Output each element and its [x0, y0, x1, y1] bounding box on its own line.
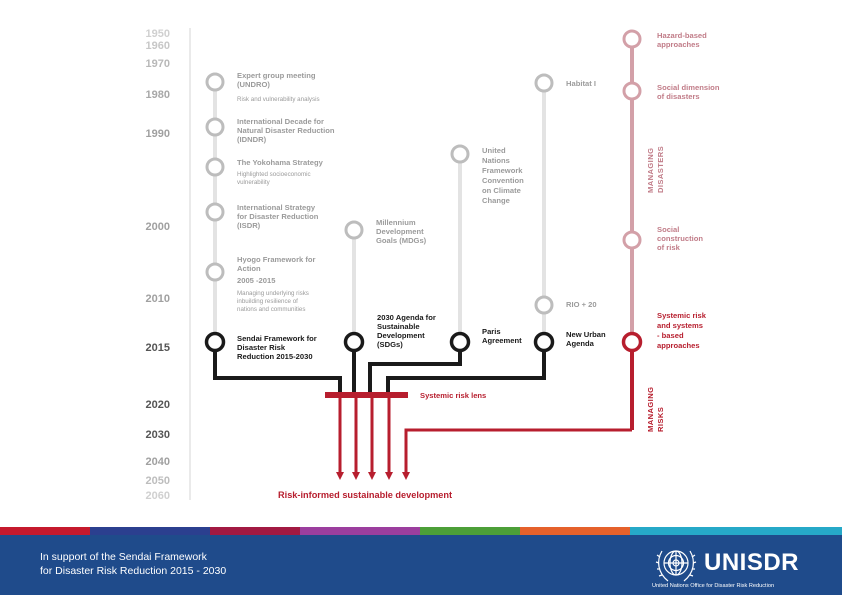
- social-con-node: [622, 230, 642, 250]
- year-2000: 2000: [146, 221, 170, 233]
- isdr-title: International Strategy for Disaster Reduc…: [237, 203, 319, 230]
- connector-lines: [213, 349, 546, 392]
- year-2060: 2060: [146, 490, 170, 502]
- systemic-risk-lens-label: Systemic risk lens: [420, 391, 486, 400]
- stripe-segment: [210, 527, 300, 535]
- org-name: UNISDR: [704, 549, 800, 576]
- paris-title: Paris Agreement: [482, 327, 522, 345]
- managing-risks-label: MANAGINGRISKS: [646, 387, 665, 432]
- tagline-line-1: In support of the Sendai Framework: [40, 551, 207, 563]
- sendai-node: [204, 331, 226, 353]
- footer: In support of the Sendai Framework for D…: [0, 535, 842, 595]
- paris-node: [449, 331, 471, 353]
- climate-connector: [368, 349, 462, 392]
- stripe-segment: [300, 527, 420, 535]
- yokohama-title: The Yokohama Strategy: [237, 158, 324, 167]
- hazard-node: [622, 29, 642, 49]
- managing-disasters-label: MANAGINGDISASTERS: [646, 146, 665, 193]
- expert-node: [205, 72, 225, 92]
- timeline-diagram: 1950 1960 1970 1980 1990 2000 2010 2015 …: [146, 28, 720, 502]
- year-2010: 2010: [146, 293, 170, 305]
- habitat-node: [534, 73, 554, 93]
- stripe-segment: [520, 527, 630, 535]
- agenda-node: [343, 331, 365, 353]
- un-emblem-icon: [655, 550, 697, 582]
- stripe-segment: [0, 527, 90, 535]
- hyogo-title: Hyogo Framework for Action 2005 -2015: [237, 255, 316, 285]
- unfccc-node: [450, 144, 470, 164]
- newurban-node: [533, 331, 555, 353]
- year-1980: 1980: [146, 89, 170, 101]
- pink-milestones: [622, 29, 642, 250]
- year-1950: 1950: [146, 28, 170, 40]
- color-stripe: [0, 527, 842, 535]
- arrow-5-risk: [402, 428, 632, 480]
- expert-sub: Risk and vulnerability analysis: [237, 96, 320, 103]
- social-dim-node: [622, 81, 642, 101]
- idndr-node: [205, 117, 225, 137]
- sendai-connector: [213, 349, 342, 392]
- year-2020: 2020: [146, 399, 170, 411]
- year-1990: 1990: [146, 128, 170, 140]
- social-con-title: Social construction of risk: [657, 225, 703, 252]
- rio-title: RIO + 20: [566, 300, 597, 309]
- mdgs-title: Millennium Development Goals (MDGs): [376, 218, 427, 245]
- mdgs-node: [344, 220, 364, 240]
- newurban-title: New Urban Agenda: [566, 330, 606, 348]
- habitat-connector: [386, 349, 546, 392]
- year-1970: 1970: [146, 58, 170, 70]
- rio-node: [534, 295, 554, 315]
- year-labels: 1950 1960 1970 1980 1990 2000 2010 2015 …: [146, 28, 170, 502]
- sendai-title: Sendai Framework for Disaster Risk Reducti…: [237, 334, 317, 361]
- year-1960: 1960: [146, 40, 170, 52]
- stripe-segment: [90, 527, 210, 535]
- stripe-segment: [420, 527, 520, 535]
- systemic-node: [621, 331, 643, 353]
- hazard-title: Hazard-based approaches: [657, 31, 707, 49]
- year-2040: 2040: [146, 456, 170, 468]
- year-2015: 2015: [146, 342, 170, 354]
- stripe-segment: [630, 527, 842, 535]
- unfccc-title: United Nations Framework Convention on Clima…: [482, 146, 524, 205]
- hyogo-node: [205, 262, 225, 282]
- tagline-line-2: for Disaster Risk Reduction 2015 - 2030: [40, 564, 227, 577]
- expert-title: Expert group meeting (UNDRO): [237, 71, 316, 89]
- 2015-milestones: [204, 331, 555, 353]
- yokohama-node: [205, 157, 225, 177]
- isdr-node: [205, 202, 225, 222]
- idndr-title: International Decade for Natural Disaster…: [237, 117, 335, 144]
- org-full-name: United Nations Office for Disaster Risk …: [652, 583, 775, 589]
- systemic-title: Systemic risk and systems - based approache…: [657, 311, 707, 350]
- outcome-label: Risk-informed sustainable development: [278, 490, 452, 500]
- gray-milestones: [205, 72, 554, 315]
- social-dim-title: Social dimension of disasters: [657, 83, 720, 101]
- hyogo-sub: Managing underlying risks inbuilding resi…: [237, 290, 309, 313]
- footer-tagline: In support of the Sendai Framework for D…: [40, 551, 226, 578]
- yokohama-sub: Highlighted socioeconomic vulnerability: [237, 171, 311, 186]
- year-2030: 2030: [146, 429, 170, 441]
- habitat-title: Habitat I: [566, 79, 596, 88]
- year-2050: 2050: [146, 475, 170, 487]
- outcome-arrows: [336, 398, 632, 480]
- agenda-title: 2030 Agenda for Sustainable Development (SD…: [377, 313, 436, 349]
